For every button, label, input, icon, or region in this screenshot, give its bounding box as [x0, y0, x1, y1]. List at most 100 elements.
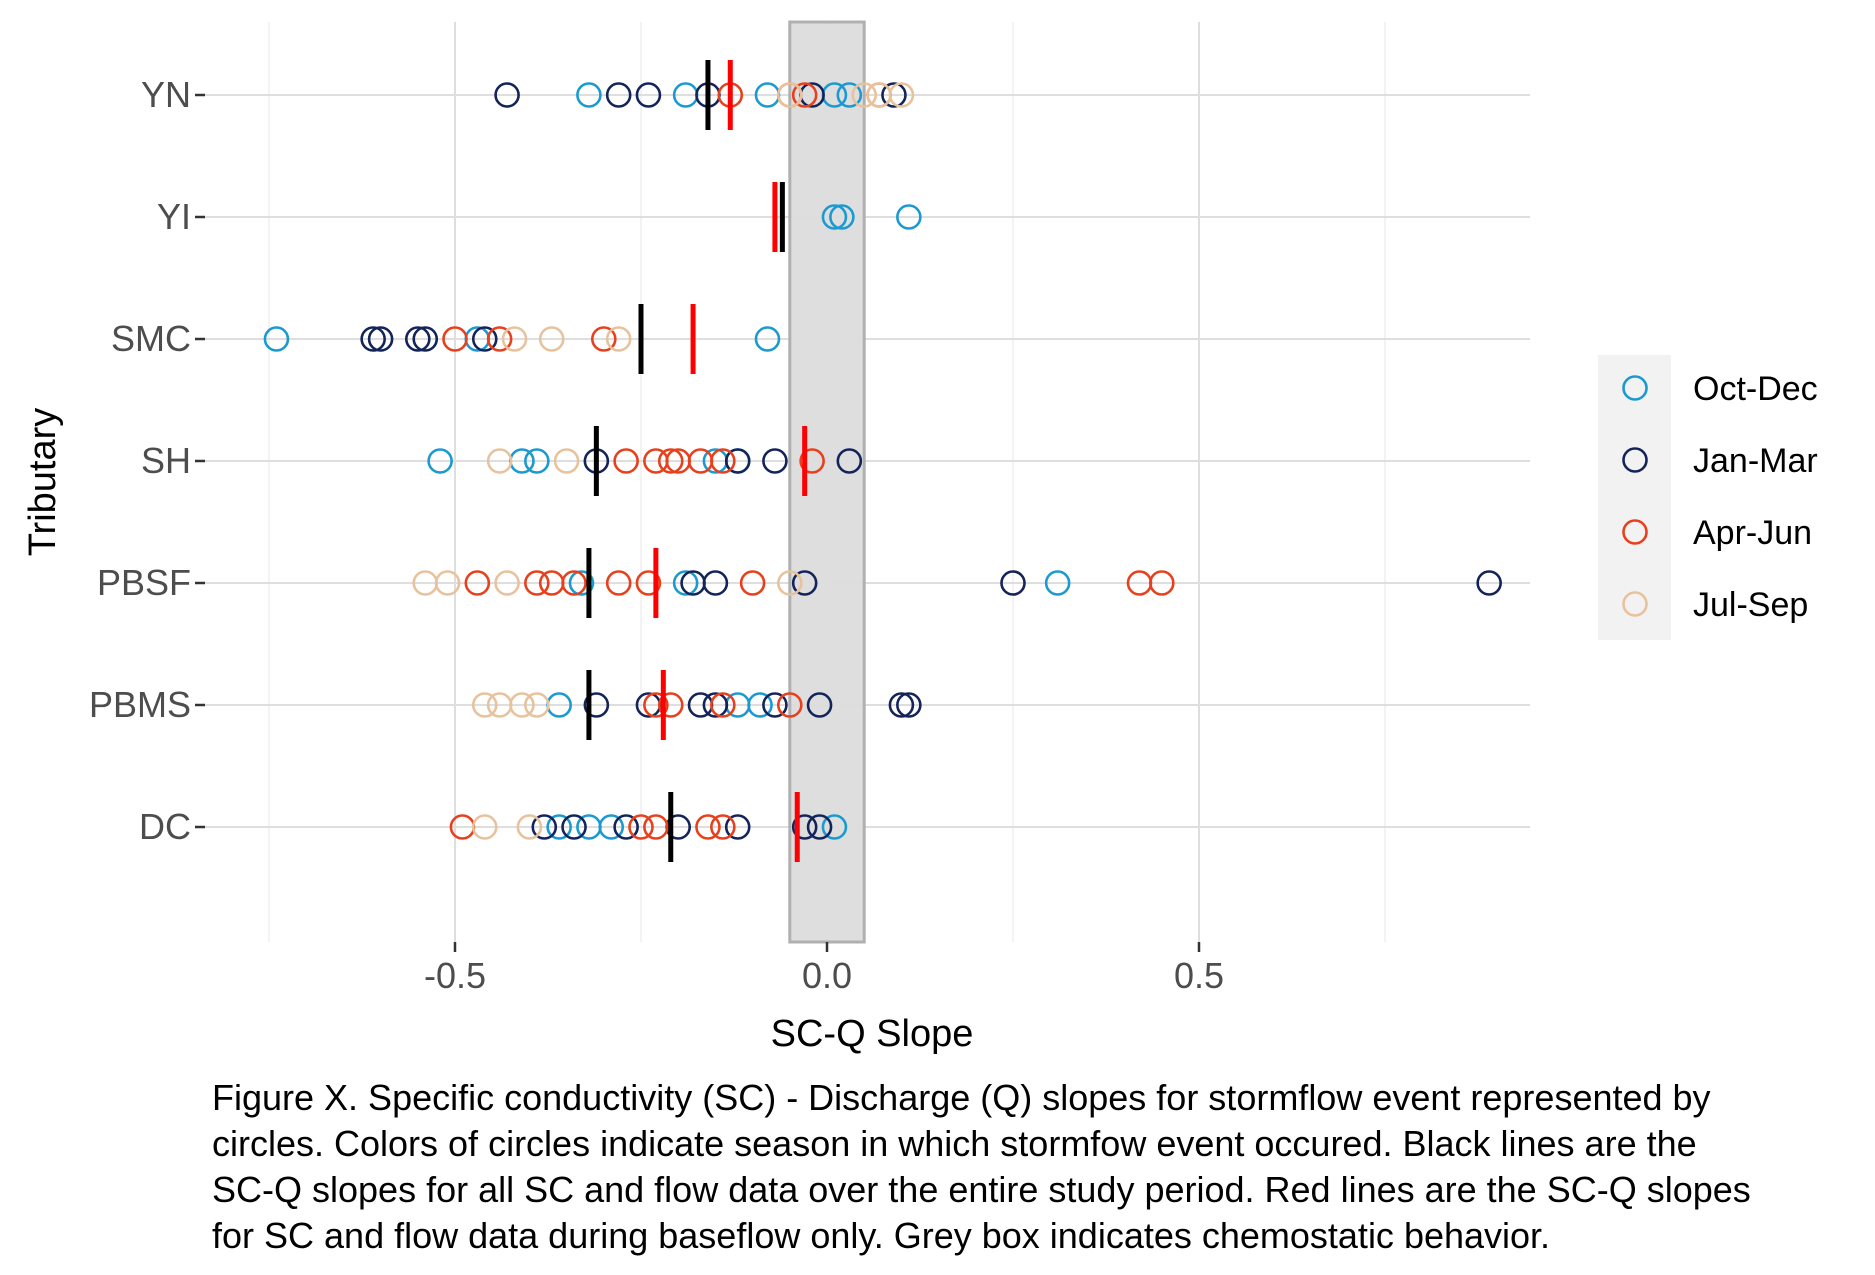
y-tick-label: SH — [141, 440, 191, 481]
data-point-jan-mar — [605, 82, 632, 108]
data-point-jan-mar — [702, 692, 729, 718]
figure-caption: Figure X. Specific conductivity (SC) - D… — [212, 1075, 1875, 1259]
data-point-oct-dec — [546, 814, 572, 840]
data-point-apr-jun — [695, 814, 721, 840]
data-point-apr-jun — [628, 814, 654, 840]
data-point-jan-mar — [1476, 570, 1502, 596]
data-point-apr-jun — [561, 570, 587, 596]
data-point-jul-sep — [471, 814, 498, 840]
data-point-jul-sep — [888, 82, 915, 108]
data-point-apr-jun — [710, 448, 736, 474]
data-point-jul-sep — [486, 448, 513, 474]
y-tick-label: PBMS — [89, 684, 191, 725]
data-point-oct-dec — [576, 82, 602, 108]
data-point-jan-mar — [836, 448, 863, 474]
data-point-jul-sep — [524, 692, 550, 718]
data-point-jan-mar — [583, 692, 610, 718]
data-point-jul-sep — [553, 448, 580, 474]
data-point-jul-sep — [605, 326, 632, 352]
data-point-jan-mar — [561, 814, 587, 840]
data-point-jan-mar — [702, 570, 729, 596]
data-point-oct-dec — [754, 326, 781, 352]
data-point-jan-mar — [724, 814, 751, 840]
reference-lines — [586, 60, 808, 862]
data-point-apr-jun — [799, 448, 825, 474]
x-tick-label: 0.5 — [1174, 955, 1224, 996]
data-point-jan-mar — [888, 692, 915, 718]
data-point-jan-mar — [613, 814, 639, 840]
legend-label: Jul-Sep — [1693, 586, 1808, 624]
y-tick-label: PBSF — [97, 562, 191, 603]
chemostatic-band-rect — [788, 20, 866, 944]
data-point-apr-jun — [791, 82, 818, 108]
data-point-jan-mar — [806, 814, 833, 840]
data-point-apr-jun — [710, 692, 736, 718]
data-point-jan-mar — [881, 82, 907, 108]
data-point-jan-mar — [412, 326, 439, 352]
data-point-jul-sep — [494, 570, 520, 596]
legend-label: Oct-Dec — [1693, 370, 1818, 408]
data-point-oct-dec — [568, 570, 595, 596]
data-point-apr-jun — [590, 326, 617, 352]
data-point-jul-sep — [509, 692, 535, 718]
data-points — [263, 82, 1502, 840]
data-point-jul-sep — [434, 570, 461, 596]
data-point-apr-jun — [1149, 570, 1175, 596]
data-point-jan-mar — [791, 814, 818, 840]
data-point-jan-mar — [896, 692, 922, 718]
legend: Oct-Dec Jan-Mar Apr-Jun Jul-Sep — [1598, 355, 1818, 640]
data-point-jan-mar — [724, 448, 751, 474]
data-point-oct-dec — [1044, 570, 1071, 596]
data-point-oct-dec — [896, 204, 922, 230]
data-point-jul-sep — [851, 82, 878, 108]
data-point-jan-mar — [471, 326, 498, 352]
data-point-apr-jun — [739, 570, 766, 596]
data-point-apr-jun — [464, 570, 491, 596]
data-point-jan-mar — [531, 814, 558, 840]
data-point-oct-dec — [829, 204, 855, 230]
data-point-apr-jun — [776, 692, 803, 718]
caption-line: SC-Q slopes for all SC and flow data ove… — [212, 1169, 1751, 1210]
chart: YN YI SMC SH PBSF PBMS DC -0.5 0.0 0.5 SC-Q Slop… — [22, 20, 1818, 1055]
y-tick-label: YN — [141, 74, 191, 115]
data-point-oct-dec — [821, 814, 848, 840]
legend-key-background — [1598, 355, 1671, 640]
data-point-jan-mar — [367, 326, 394, 352]
y-tick-label: DC — [139, 806, 191, 847]
caption-line: for SC and flow data during baseflow onl… — [212, 1215, 1551, 1256]
caption-line: circles. Colors of circles indicate seas… — [212, 1123, 1697, 1164]
data-point-apr-jun — [442, 326, 468, 352]
data-point-jan-mar — [762, 692, 788, 718]
data-point-apr-jun — [643, 692, 669, 718]
x-axis-title: SC-Q Slope — [771, 1013, 974, 1055]
data-point-apr-jun — [643, 814, 669, 840]
panel-background — [205, 22, 1530, 942]
data-point-apr-jun — [635, 570, 662, 596]
data-point-jan-mar — [494, 82, 520, 108]
chemostatic-band — [788, 20, 866, 944]
data-point-apr-jun — [524, 570, 550, 596]
data-point-oct-dec — [672, 570, 699, 596]
data-point-oct-dec — [598, 814, 625, 840]
data-point-oct-dec — [836, 82, 863, 108]
data-point-jul-sep — [471, 692, 498, 718]
data-point-jan-mar — [1000, 570, 1026, 596]
data-point-jan-mar — [635, 82, 662, 108]
legend-label: Jan-Mar — [1693, 442, 1818, 480]
legend-key — [1622, 591, 1648, 617]
data-point-oct-dec — [524, 448, 550, 474]
data-point-jan-mar — [762, 448, 788, 474]
y-tick-label: YI — [157, 196, 191, 237]
data-point-jul-sep — [776, 570, 803, 596]
data-point-jul-sep — [776, 82, 803, 108]
data-point-apr-jun — [657, 692, 684, 718]
data-point-apr-jun — [657, 448, 684, 474]
legend-key — [1622, 447, 1648, 473]
data-point-jan-mar — [806, 692, 833, 718]
data-point-jul-sep — [501, 326, 528, 352]
y-tick-label: SMC — [111, 318, 191, 359]
y-axis-title: Tributary — [22, 408, 64, 557]
data-point-oct-dec — [747, 692, 773, 718]
data-point-jul-sep — [516, 814, 543, 840]
data-point-jul-sep — [538, 326, 565, 352]
